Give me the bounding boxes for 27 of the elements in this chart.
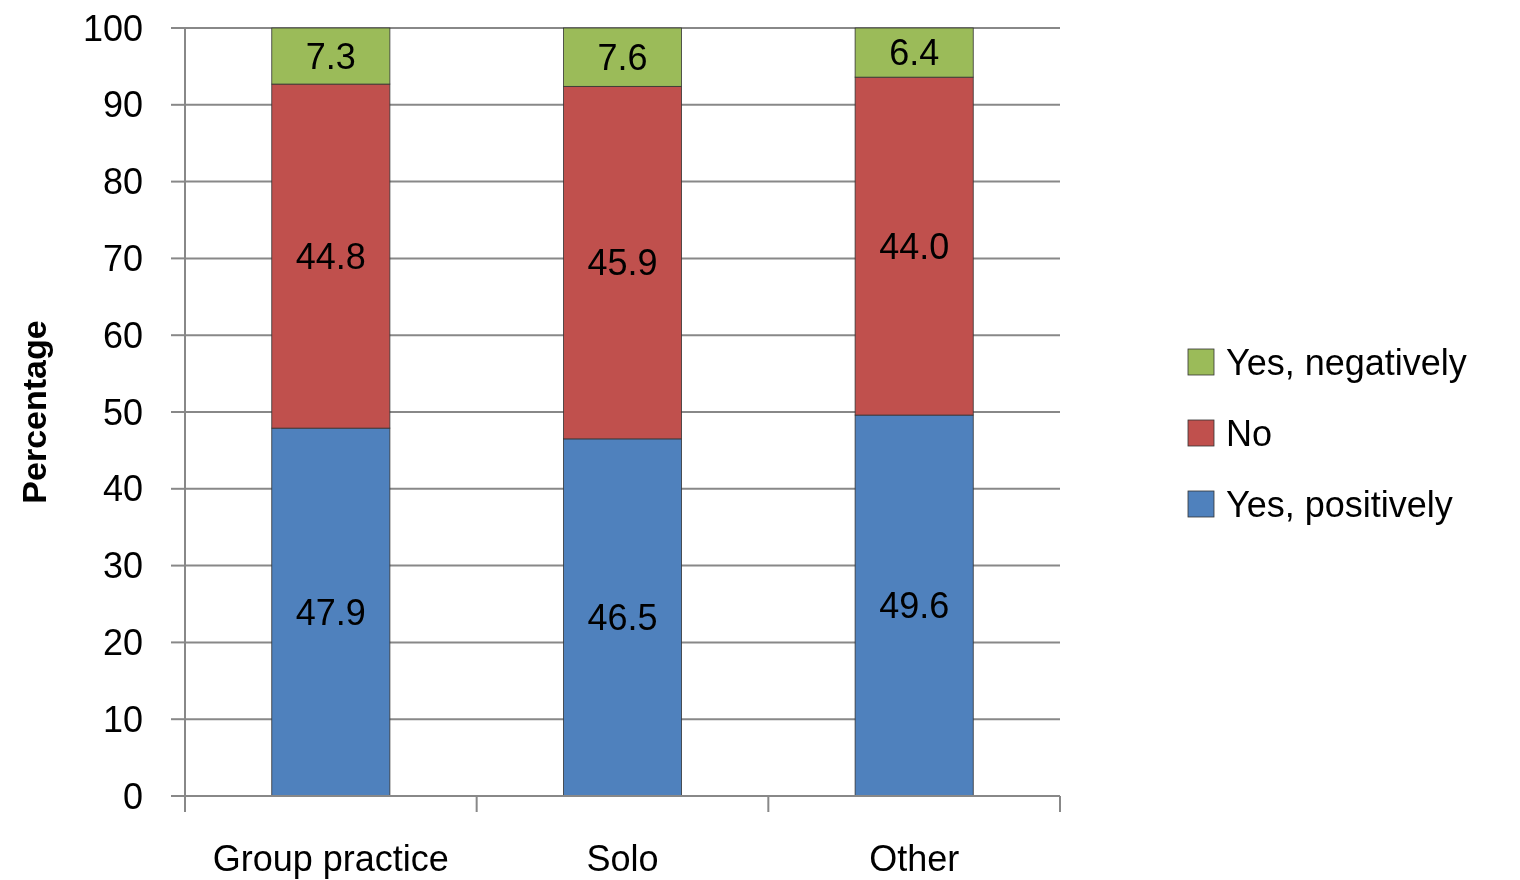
y-tick-label: 10: [102, 698, 143, 740]
data-label: 44.0: [879, 225, 950, 267]
x-tick-label: Group practice: [212, 837, 449, 879]
y-tick-label: 20: [102, 621, 143, 663]
data-label: 7.6: [597, 36, 648, 78]
data-label: 45.9: [587, 242, 658, 284]
y-tick-label: 100: [82, 7, 143, 49]
data-label: 46.5: [587, 596, 658, 638]
y-tick-label: 60: [102, 314, 143, 356]
legend-label: Yes, positively: [1226, 483, 1453, 525]
y-tick-label: 80: [102, 161, 143, 203]
data-label: 49.6: [879, 585, 950, 627]
y-tick-label: 90: [102, 84, 143, 126]
y-tick-label: 50: [102, 391, 143, 433]
data-label: 47.9: [295, 591, 366, 633]
data-label: 7.3: [305, 35, 356, 77]
x-tick-label: Solo: [586, 837, 659, 879]
legend-label: No: [1226, 412, 1273, 454]
data-label: 44.8: [295, 235, 366, 277]
y-tick-label: 30: [102, 545, 143, 587]
y-axis-title: Percentage: [15, 320, 53, 504]
data-label: 6.4: [889, 32, 940, 74]
y-tick-label: 40: [102, 468, 143, 510]
y-tick-label: 0: [122, 775, 143, 817]
legend-label: Yes, negatively: [1226, 341, 1467, 383]
y-tick-label: 70: [102, 237, 143, 279]
x-tick-label: Other: [869, 837, 960, 879]
